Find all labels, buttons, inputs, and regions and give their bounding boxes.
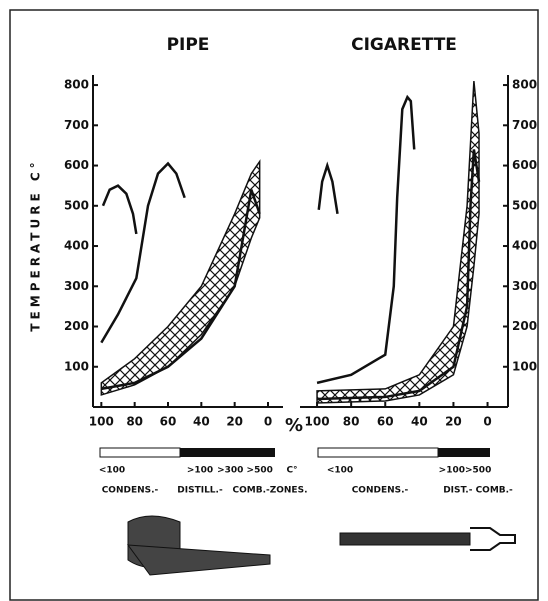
y-tick-label: 200 bbox=[512, 319, 537, 333]
y-tick-label: 100 bbox=[64, 359, 89, 373]
zone-bar bbox=[180, 448, 275, 457]
x-tick-label: 40 bbox=[411, 415, 428, 429]
y-tick-label: 100 bbox=[512, 359, 537, 373]
curve bbox=[317, 97, 414, 383]
zone-label: >300 >500 bbox=[217, 466, 273, 476]
zone-name: DIST.- COMB.- bbox=[443, 486, 513, 496]
x-tick-label: 100 bbox=[305, 415, 330, 429]
y-tick-label: 500 bbox=[64, 198, 89, 212]
zone-label: >100 bbox=[187, 466, 213, 476]
zone-label: <100 bbox=[99, 466, 125, 476]
zone-name: COMB.-ZONES. bbox=[233, 486, 308, 496]
band bbox=[317, 81, 479, 403]
y-tick-label: 800 bbox=[64, 78, 89, 92]
zone-bar bbox=[100, 448, 180, 457]
zone-name: CONDENS.- bbox=[102, 486, 159, 496]
x-axis-label: % bbox=[285, 415, 303, 436]
x-tick-label: 40 bbox=[193, 415, 210, 429]
pipe-drawing bbox=[128, 516, 270, 575]
y-tick-label: 600 bbox=[64, 158, 89, 172]
zone-bar bbox=[318, 448, 438, 457]
curve bbox=[103, 186, 136, 234]
zone-label: >100>500 bbox=[439, 466, 492, 476]
y-tick-label: 700 bbox=[512, 118, 537, 132]
y-tick-label: 600 bbox=[512, 158, 537, 172]
x-tick-label: 0 bbox=[264, 415, 272, 429]
x-tick-label: 20 bbox=[445, 415, 462, 429]
zone-bar bbox=[438, 448, 490, 457]
y-tick-label: 200 bbox=[64, 319, 89, 333]
y-tick-label: 300 bbox=[512, 279, 537, 293]
y-tick-label: 500 bbox=[512, 198, 537, 212]
y-tick-label: 700 bbox=[64, 118, 89, 132]
zone-name: DISTILL.- bbox=[177, 486, 223, 496]
figure: TEMPERATURE C° % PIPE1002003004005006007… bbox=[0, 0, 548, 601]
y-tick-label: 400 bbox=[512, 239, 537, 253]
x-tick-label: 60 bbox=[160, 415, 177, 429]
x-tick-label: 0 bbox=[483, 415, 491, 429]
x-tick-label: 80 bbox=[343, 415, 360, 429]
zone-label: C° bbox=[286, 466, 297, 476]
y-tick-label: 400 bbox=[64, 239, 89, 253]
x-tick-label: 60 bbox=[377, 415, 394, 429]
cigarette-drawing bbox=[340, 528, 515, 550]
page: {"y_axis_label":"TEMPERATURE C°","x_axis… bbox=[0, 0, 548, 601]
zone-label: <100 bbox=[327, 466, 353, 476]
y-axis-label: TEMPERATURE C° bbox=[29, 158, 43, 331]
zone-name: CONDENS.- bbox=[352, 486, 409, 496]
curve bbox=[101, 164, 184, 343]
y-tick-label: 300 bbox=[64, 279, 89, 293]
x-tick-label: 100 bbox=[89, 415, 114, 429]
chart-title: PIPE bbox=[167, 35, 210, 55]
x-tick-label: 20 bbox=[226, 415, 243, 429]
x-tick-label: 80 bbox=[126, 415, 143, 429]
y-tick-label: 800 bbox=[512, 78, 537, 92]
curve bbox=[319, 166, 338, 214]
chart-title: CIGARETTE bbox=[351, 35, 457, 55]
